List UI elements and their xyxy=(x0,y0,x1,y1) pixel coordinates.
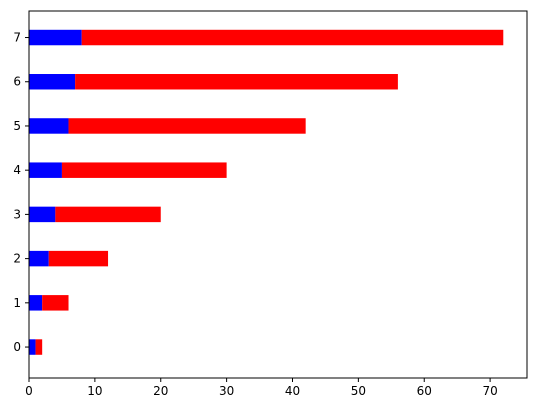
x-tick-label: 0 xyxy=(25,384,33,398)
y-tick-label: 5 xyxy=(13,119,21,133)
y-axis: 0 1 2 3 4 5 6 7 xyxy=(13,31,29,354)
y-tick-label: 2 xyxy=(13,252,21,266)
y-tick-label: 1 xyxy=(13,296,21,310)
bar-series-1-cat-6 xyxy=(29,74,76,90)
bar-series-2-cat-0 xyxy=(35,339,43,355)
bar-series-2-cat-3 xyxy=(55,206,161,223)
bar-series-1-cat-4 xyxy=(29,162,62,178)
bar-series-2-cat-7 xyxy=(81,29,504,46)
y-tick-label: 0 xyxy=(13,340,21,354)
bar-series-1-cat-3 xyxy=(29,206,56,223)
bar-series-1-cat-7 xyxy=(29,29,82,46)
x-tick-label: 60 xyxy=(417,384,432,398)
x-axis: 0 10 20 30 40 50 60 70 xyxy=(25,378,498,398)
bar-series-2-cat-6 xyxy=(75,74,398,90)
x-tick-label: 70 xyxy=(482,384,497,398)
x-tick-label: 50 xyxy=(351,384,366,398)
bar-series-1-cat-1 xyxy=(29,295,43,311)
y-tick-label: 6 xyxy=(13,75,21,89)
x-tick-label: 40 xyxy=(285,384,300,398)
bar-series-1-cat-0 xyxy=(29,339,36,355)
y-tick-label: 7 xyxy=(13,31,21,45)
y-tick-label: 3 xyxy=(13,207,21,221)
bar-series-1-cat-5 xyxy=(29,118,69,134)
x-tick-label: 10 xyxy=(87,384,102,398)
y-tick-label: 4 xyxy=(13,163,21,177)
bar-series-2-cat-2 xyxy=(48,250,109,267)
x-tick-label: 30 xyxy=(219,384,234,398)
bars-layer xyxy=(29,29,504,355)
bar-series-1-cat-2 xyxy=(29,250,49,267)
plot-frame xyxy=(28,10,528,379)
bar-series-2-cat-4 xyxy=(61,162,227,178)
bar-series-2-cat-1 xyxy=(42,295,69,311)
bar-series-2-cat-5 xyxy=(68,118,306,134)
x-tick-label: 20 xyxy=(153,384,168,398)
